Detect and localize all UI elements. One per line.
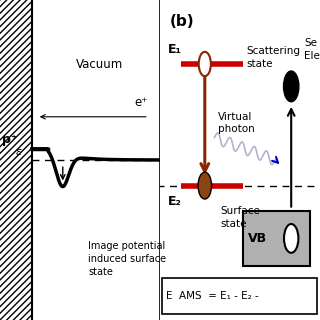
- Bar: [243, 211, 310, 266]
- Text: p⁺: p⁺: [2, 133, 17, 146]
- Text: Se
Ele: Se Ele: [304, 38, 320, 61]
- Text: ε: ε: [15, 147, 21, 157]
- Text: E  AMS  = E₁ - E₂ -: E AMS = E₁ - E₂ -: [166, 291, 259, 301]
- Text: (b): (b): [170, 14, 194, 29]
- Text: E₂: E₂: [168, 195, 182, 208]
- Text: E₁: E₁: [168, 43, 182, 56]
- Text: Scattering
state: Scattering state: [246, 46, 300, 69]
- Circle shape: [198, 172, 212, 199]
- Bar: [0, 0, 32, 320]
- Bar: [162, 278, 317, 314]
- Circle shape: [199, 52, 211, 76]
- Text: e⁺: e⁺: [134, 96, 148, 109]
- Text: VB: VB: [248, 232, 267, 245]
- Text: Surface
state: Surface state: [221, 206, 261, 229]
- Text: Vacuum: Vacuum: [76, 58, 123, 70]
- Text: Virtual
photon: Virtual photon: [218, 112, 254, 134]
- Text: Image potential
induced surface
state: Image potential induced surface state: [88, 241, 166, 277]
- Circle shape: [284, 71, 299, 102]
- Circle shape: [284, 224, 299, 253]
